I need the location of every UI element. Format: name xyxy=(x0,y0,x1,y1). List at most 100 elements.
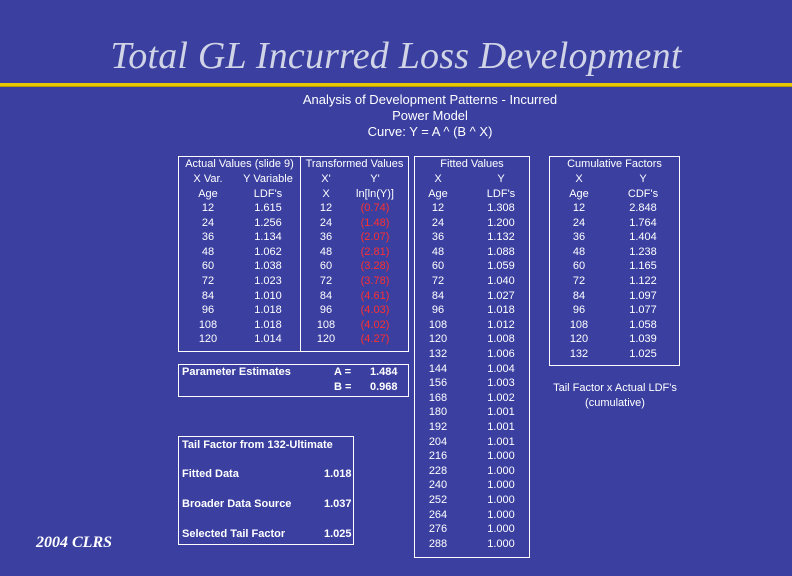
cumulative-cdf-cell: 1.058 xyxy=(629,318,657,331)
fitted-age-cell: 252 xyxy=(428,494,448,506)
transformed-x-cell: 24 xyxy=(319,216,333,229)
fitted-age-cell: 96 xyxy=(431,304,445,317)
header-line-3: Curve: Y = A ^ (B ^ X) xyxy=(367,124,493,139)
tail-factor-box xyxy=(178,436,354,545)
actual-ldf-cell: 1.014 xyxy=(254,333,282,346)
broader-data-label: Broader Data Source xyxy=(182,498,292,510)
param-b-value: 0.968 xyxy=(370,381,398,393)
actual-age-cell: 84 xyxy=(201,289,215,302)
transformed-col1-header: X' xyxy=(321,173,331,185)
cumulative-cdf-cell: 2.848 xyxy=(629,202,657,214)
fitted-col2-subheader: LDF's xyxy=(486,188,516,200)
fitted-age-cell: 72 xyxy=(431,275,445,287)
param-a-value: 1.484 xyxy=(370,366,398,378)
actual-age-cell: 96 xyxy=(201,304,215,317)
transformed-values-header: Transformed Values xyxy=(305,158,404,170)
actual-ldf-cell: 1.010 xyxy=(254,289,282,302)
cumulative-col1-header: X xyxy=(575,173,583,185)
cumulative-age-cell: 24 xyxy=(572,216,586,229)
selected-tail-value: 1.025 xyxy=(324,528,352,540)
transformed-y-cell: (3.28) xyxy=(360,260,390,273)
fitted-ldf-cell: 1.088 xyxy=(487,245,515,258)
header-line-2: Power Model xyxy=(392,108,468,123)
fitted-age-cell: 36 xyxy=(431,231,445,244)
fitted-ldf-cell: 1.000 xyxy=(487,494,515,506)
fitted-age-cell: 192 xyxy=(428,421,448,433)
cumulative-col1-subheader: Age xyxy=(569,188,589,200)
fitted-values-box xyxy=(414,156,530,558)
cumulative-age-cell: 60 xyxy=(572,260,586,273)
actual-ldf-cell: 1.023 xyxy=(254,275,282,287)
transformed-y-cell: (0.74) xyxy=(360,202,390,214)
fitted-ldf-cell: 1.008 xyxy=(487,333,515,346)
transformed-x-cell: 36 xyxy=(319,231,333,244)
actual-age-cell: 60 xyxy=(201,260,215,273)
transformed-y-cell: (2.07) xyxy=(360,231,390,244)
transformed-y-cell: (3.78) xyxy=(360,275,390,287)
fitted-ldf-cell: 1.006 xyxy=(487,348,515,360)
fitted-ldf-cell: 1.132 xyxy=(487,231,515,244)
fitted-age-cell: 12 xyxy=(431,202,445,214)
cumulative-cdf-cell: 1.122 xyxy=(629,275,657,287)
fitted-ldf-cell: 1.200 xyxy=(487,216,515,229)
fitted-age-cell: 168 xyxy=(428,391,448,404)
transformed-x-cell: 96 xyxy=(319,304,333,317)
param-a-label: A = xyxy=(334,366,352,378)
fitted-ldf-cell: 1.003 xyxy=(487,377,515,390)
broader-data-value: 1.037 xyxy=(324,498,352,510)
transformed-col2-header: Y' xyxy=(370,173,380,185)
fitted-age-cell: 216 xyxy=(428,450,448,463)
fitted-ldf-cell: 1.000 xyxy=(487,508,515,521)
actual-age-cell: 36 xyxy=(201,231,215,244)
fitted-data-label: Fitted Data xyxy=(182,468,239,480)
actual-col1-subheader: Age xyxy=(198,188,218,200)
cumulative-age-cell: 72 xyxy=(572,275,586,287)
title-underline-shadow xyxy=(0,86,792,87)
actual-age-cell: 48 xyxy=(201,245,215,258)
cumulative-cdf-cell: 1.097 xyxy=(629,289,657,302)
transformed-x-cell: 84 xyxy=(319,289,333,302)
fitted-ldf-cell: 1.001 xyxy=(487,435,515,448)
fitted-ldf-cell: 1.000 xyxy=(487,479,515,492)
fitted-age-cell: 120 xyxy=(428,333,448,346)
fitted-age-cell: 276 xyxy=(428,523,448,536)
transformed-x-cell: 60 xyxy=(319,260,333,273)
actual-ldf-cell: 1.256 xyxy=(254,216,282,229)
fitted-ldf-cell: 1.018 xyxy=(487,304,515,317)
actual-age-cell: 108 xyxy=(198,318,218,331)
fitted-col1-header: X xyxy=(434,173,442,185)
cumulative-age-cell: 120 xyxy=(569,333,589,346)
fitted-age-cell: 264 xyxy=(428,508,448,521)
fitted-ldf-cell: 1.000 xyxy=(487,450,515,463)
fitted-ldf-cell: 1.308 xyxy=(487,202,515,214)
footer-label: 2004 CLRS xyxy=(36,534,113,551)
fitted-data-value: 1.018 xyxy=(324,468,352,480)
transformed-y-cell: (4.61) xyxy=(360,289,390,302)
transformed-values-box xyxy=(300,156,409,352)
transformed-x-cell: 12 xyxy=(319,202,333,214)
fitted-values-header: Fitted Values xyxy=(440,158,504,170)
actual-ldf-cell: 1.062 xyxy=(254,245,282,258)
cumulative-age-cell: 84 xyxy=(572,289,586,302)
actual-col2-header: Y Variable xyxy=(243,173,293,185)
actual-col2-subheader: LDF's xyxy=(253,188,283,200)
fitted-age-cell: 144 xyxy=(428,362,448,375)
actual-age-cell: 72 xyxy=(201,275,215,287)
fitted-ldf-cell: 1.001 xyxy=(487,421,515,433)
cumulative-factors-box xyxy=(549,156,680,366)
actual-ldf-cell: 1.134 xyxy=(254,231,282,244)
cumulative-factors-header: Cumulative Factors xyxy=(567,158,662,170)
fitted-age-cell: 240 xyxy=(428,479,448,492)
page-title: Total GL Incurred Loss Development xyxy=(110,35,682,77)
title-underline xyxy=(0,83,792,86)
fitted-ldf-cell: 1.000 xyxy=(487,464,515,477)
transformed-x-cell: 48 xyxy=(319,245,333,258)
fitted-age-cell: 132 xyxy=(428,348,448,360)
fitted-ldf-cell: 1.040 xyxy=(487,275,515,287)
fitted-age-cell: 108 xyxy=(428,318,448,331)
fitted-age-cell: 228 xyxy=(428,464,448,477)
header-line-1: Analysis of Development Patterns - Incur… xyxy=(302,92,558,107)
fitted-ldf-cell: 1.059 xyxy=(487,260,515,273)
fitted-ldf-cell: 1.002 xyxy=(487,391,515,404)
transformed-x-cell: 72 xyxy=(319,275,333,287)
